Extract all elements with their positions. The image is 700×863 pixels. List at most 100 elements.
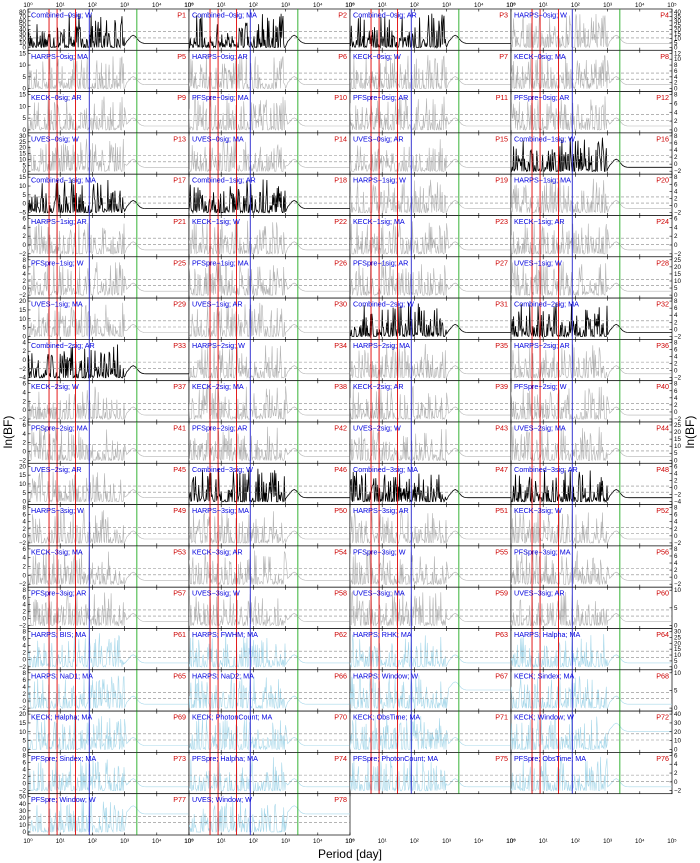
panel-P35: HARPS−2sig; MA P35 <box>349 339 512 382</box>
panel-name-label: UVES−0sig; W <box>31 134 79 143</box>
panel-name-label: HARPS−0sig; AR <box>192 52 248 61</box>
panel-P30: UVES−1sig; AR P30 <box>188 297 351 340</box>
panel-id-label: P66 <box>334 671 347 680</box>
y-tick-label: 20 <box>19 298 26 305</box>
series-line <box>189 757 350 792</box>
series-line <box>28 344 189 379</box>
panel-id-label: P72 <box>656 713 669 722</box>
y-tick-label: 6 <box>674 512 678 519</box>
panel-P9: KECK−0sig; AR P9 0 5 10 15 <box>19 91 190 134</box>
series-line <box>350 634 511 669</box>
y-tick-label: 20 <box>674 264 681 271</box>
x-tick-label: 10² <box>571 838 580 845</box>
y-tick-label: −5 <box>19 210 27 217</box>
y-tick-label: 4 <box>674 224 678 231</box>
panel-id-label: P59 <box>495 589 508 598</box>
panel-id-label: P21 <box>173 217 186 226</box>
y-tick-label: −2 <box>674 375 682 382</box>
series-line <box>350 550 511 586</box>
panel-id-label: P23 <box>495 217 508 226</box>
y-tick-label: 10 <box>19 183 26 190</box>
panel-id-label: P62 <box>334 630 347 639</box>
y-tick-label: 15 <box>674 271 681 278</box>
panel-id-label: P5 <box>177 52 186 61</box>
series-line <box>189 55 350 90</box>
y-tick-label: −2 <box>674 210 682 217</box>
y-tick-label: 8 <box>23 752 27 759</box>
y-tick-label: 5 <box>23 115 27 122</box>
panel-id-label: P43 <box>495 424 508 433</box>
y-tick-label: 6 <box>23 381 27 388</box>
y-tick-label: −2 <box>674 416 682 423</box>
y-tick-label: 20 <box>674 729 681 736</box>
panel-P43: UVES−2sig; W P43 <box>349 421 512 464</box>
panel-P17: Combined−1sig; MA P17 −5 0 5 10 15 <box>19 173 190 217</box>
x-tick-label: 10⁵ <box>506 838 516 845</box>
y-tick-label: 0 <box>674 705 678 712</box>
y-tick-label: 30 <box>19 133 26 140</box>
y-tick-label: 0 <box>674 409 678 416</box>
y-tick-label: −2 <box>19 292 27 299</box>
y-tick-label: 0 <box>674 127 678 134</box>
series-line <box>511 469 672 504</box>
panel-id-label: P10 <box>334 93 347 102</box>
y-tick-label: 4 <box>23 519 27 526</box>
panel-id-label: P34 <box>334 341 347 350</box>
panel-name-label: Combined−1sig; AR <box>192 176 256 185</box>
x-tick-label: 10² <box>410 838 419 845</box>
series-line <box>28 633 189 668</box>
y-tick-label: 0 <box>23 448 27 455</box>
y-tick-label: −4 <box>674 499 682 506</box>
x-tick-label: 10⁴ <box>635 2 645 9</box>
y-tick-label: 0 <box>674 623 678 630</box>
y-tick-label: 5 <box>23 325 27 332</box>
panel-P33: Combined−2sig; AR P33 −4 −2 0 2 4 <box>19 339 190 382</box>
y-tick-label: 4 <box>674 519 678 526</box>
panel-P37: KECK−2sig; W P37 −2 0 24 6 <box>19 380 190 423</box>
panel-id-label: P19 <box>495 176 508 185</box>
panel-name-label: HARPS−1sig; W <box>353 176 406 185</box>
series-line <box>511 221 672 255</box>
y-tick-label: 15 <box>19 50 26 57</box>
y-tick-label: 4 <box>674 147 678 154</box>
panel-id-label: P60 <box>656 589 669 598</box>
panel-P11: PFSpre−0sig; AR P11 <box>349 91 512 134</box>
series-line <box>350 590 511 627</box>
panel-name-label: Combined−0sig; MA <box>192 11 257 20</box>
panel-id-label: P16 <box>656 134 669 143</box>
series-line <box>511 509 672 544</box>
panel-id-label: P63 <box>495 630 508 639</box>
y-tick-label: 0 <box>674 664 678 671</box>
panel-P46: Combined−3sig; W P46 <box>188 462 351 505</box>
y-tick-label: 50 <box>19 22 26 29</box>
y-tick-label: 5 <box>23 738 27 745</box>
panel-name-label: KECK−0sig; W <box>353 52 401 61</box>
y-tick-label: 40 <box>674 9 681 16</box>
y-tick-label: 5 <box>674 605 678 612</box>
x-tick-label: 10² <box>249 2 258 9</box>
panel-name-label: Combined−0sig; AR <box>353 11 417 20</box>
series-line <box>350 715 511 751</box>
y-tick-label: −2 <box>19 705 27 712</box>
y-tick-label: 0 <box>23 781 27 788</box>
series-line <box>189 261 350 297</box>
panel-id-label: P57 <box>173 589 186 598</box>
y-tick-label: 6 <box>23 594 27 601</box>
panel-P24: KECK−1sig; AR P24 −2 0 2 46 <box>510 215 682 258</box>
series-line <box>511 426 672 462</box>
y-tick-label: 6 <box>23 264 27 271</box>
y-tick-label: 6 <box>674 752 678 759</box>
panel-P5: HARPS−0sig; MA P5 0 5 10 15 <box>19 49 190 93</box>
series-line <box>189 138 350 173</box>
panel-id-label: P58 <box>334 589 347 598</box>
panel-name-label: KECK−1sig; AR <box>514 217 565 226</box>
y-tick-label: 10 <box>674 738 681 745</box>
series-line <box>350 343 511 379</box>
series-line <box>350 302 511 339</box>
